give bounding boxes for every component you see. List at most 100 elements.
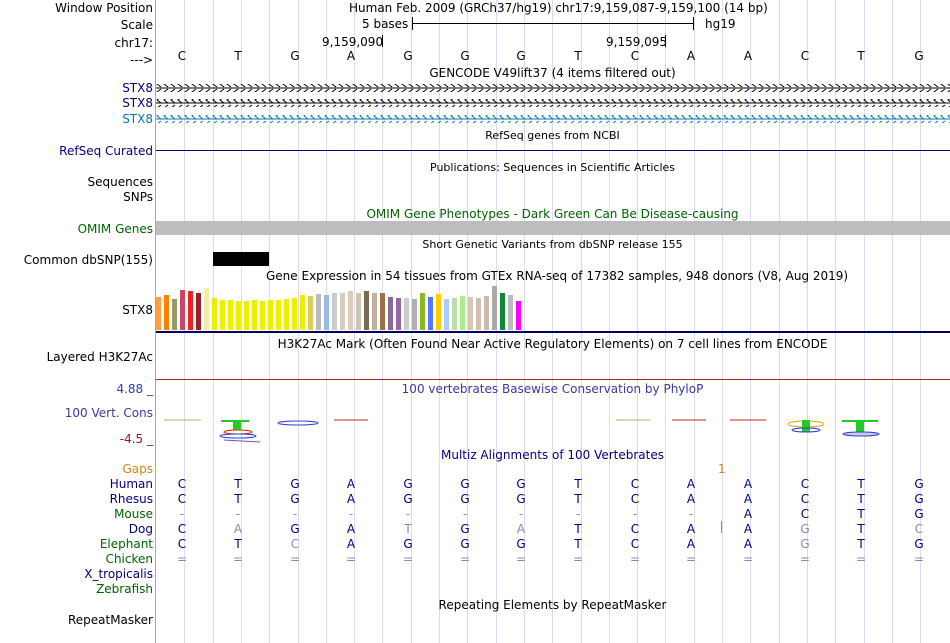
multiz-species-label-human[interactable]: Human xyxy=(109,477,153,491)
gtex-tissue-bar[interactable] xyxy=(476,298,481,330)
phylop-track-label[interactable]: 100 Vert. Cons xyxy=(64,406,153,420)
gtex-tissue-bar[interactable] xyxy=(380,293,385,330)
gtex-track-label[interactable]: STX8 xyxy=(122,303,153,317)
coordinate-right-tick xyxy=(665,35,666,47)
multiz-base: G xyxy=(800,522,810,536)
gtex-tissue-bar[interactable] xyxy=(212,298,217,330)
gtex-tissue-bar[interactable] xyxy=(500,293,505,330)
gtex-tissue-bar[interactable] xyxy=(516,301,521,330)
gencode-track-title: GENCODE V49lift37 (4 items filtered out) xyxy=(429,66,676,80)
gtex-tissue-bar[interactable] xyxy=(180,290,185,330)
gtex-tissue-bar[interactable] xyxy=(460,296,465,330)
gtex-tissue-bar[interactable] xyxy=(340,293,345,330)
gtex-tissue-bar[interactable] xyxy=(196,293,201,330)
gridline xyxy=(694,0,695,643)
strand-arrow-label[interactable]: ---> xyxy=(129,53,153,67)
multiz-base: T xyxy=(857,537,865,551)
multiz-base: A xyxy=(743,492,753,506)
multiz-species-label-dog[interactable]: Dog xyxy=(128,522,153,536)
gtex-tissue-bar[interactable] xyxy=(348,291,353,330)
gtex-tissue-bar[interactable] xyxy=(428,297,433,330)
multiz-base: = xyxy=(515,552,527,566)
multiz-base: T xyxy=(574,522,582,536)
dbsnp-track-title: Short Genetic Variants from dbSNP releas… xyxy=(422,238,683,251)
multiz-species-label-x_tropicalis[interactable]: X_tropicalis xyxy=(84,567,153,581)
gtex-tissue-bar[interactable] xyxy=(372,293,377,330)
reference-base: G xyxy=(290,49,300,63)
gtex-tissue-bar[interactable] xyxy=(156,297,161,330)
multiz-base: = xyxy=(232,552,244,566)
multiz-base: - xyxy=(632,507,638,521)
gtex-tissue-bar[interactable] xyxy=(364,291,369,330)
gtex-tissue-bar[interactable] xyxy=(244,301,249,330)
multiz-gaps-label[interactable]: Gaps xyxy=(122,462,153,476)
multiz-base: G xyxy=(914,537,924,551)
gtex-tissue-bar[interactable] xyxy=(220,300,225,330)
gencode-gene-label-2[interactable]: STX8 xyxy=(122,96,153,110)
publications-snps-label[interactable]: SNPs xyxy=(123,190,153,204)
refseq-track-label[interactable]: RefSeq Curated xyxy=(59,144,153,158)
gtex-tissue-bar[interactable] xyxy=(292,298,297,330)
gtex-tissue-bar[interactable] xyxy=(436,294,441,330)
gtex-tissue-bar[interactable] xyxy=(412,299,417,330)
gtex-tissue-bar[interactable] xyxy=(324,295,329,330)
omim-phenotype-bar[interactable] xyxy=(156,221,950,235)
multiz-species-label-chicken[interactable]: Chicken xyxy=(105,552,153,566)
gtex-tissue-bar[interactable] xyxy=(484,296,489,330)
gridline xyxy=(920,0,921,643)
multiz-base: C xyxy=(177,477,187,491)
gtex-tissue-bar[interactable] xyxy=(260,301,265,330)
gencode-gene-label-3[interactable]: STX8 xyxy=(122,112,153,126)
gtex-tissue-bar[interactable] xyxy=(332,293,337,330)
refseq-gene-line[interactable] xyxy=(156,150,950,151)
chromosome-label: chr17: xyxy=(114,36,153,50)
gtex-tissue-bar[interactable] xyxy=(508,295,513,330)
gtex-tissue-bar[interactable] xyxy=(396,298,401,330)
gencode-gene-lines[interactable] xyxy=(156,80,950,128)
multiz-species-label-rhesus[interactable]: Rhesus xyxy=(109,492,153,506)
reference-base: A xyxy=(686,49,696,63)
gtex-tissue-bar[interactable] xyxy=(388,297,393,330)
gtex-tissue-bar[interactable] xyxy=(188,291,193,330)
gtex-tissue-bar[interactable] xyxy=(468,297,473,330)
h3k27ac-track-label[interactable]: Layered H3K27Ac xyxy=(46,350,153,364)
gencode-gene-label-1[interactable]: STX8 xyxy=(122,81,153,95)
gtex-tissue-bar[interactable] xyxy=(252,300,257,330)
window-position-value[interactable]: Human Feb. 2009 (GRCh37/hg19) chr17:9,15… xyxy=(349,1,768,15)
gtex-tissue-bar[interactable] xyxy=(276,300,281,330)
multiz-species-label-elephant[interactable]: Elephant xyxy=(99,537,153,551)
gtex-tissue-bar[interactable] xyxy=(316,294,321,330)
gtex-tissue-bar[interactable] xyxy=(172,299,177,330)
gtex-tissue-bar[interactable] xyxy=(284,299,289,330)
multiz-base: A xyxy=(686,477,696,491)
multiz-base: G xyxy=(516,492,526,506)
dbsnp-variant-block[interactable] xyxy=(213,252,269,266)
dbsnp-track-label[interactable]: Common dbSNP(155) xyxy=(23,253,153,267)
gtex-tissue-bar[interactable] xyxy=(308,296,313,330)
gtex-tissue-bar[interactable] xyxy=(236,301,241,330)
h3k27ac-signal-line[interactable] xyxy=(156,379,950,380)
repeatmasker-track-label[interactable]: RepeatMasker xyxy=(67,613,153,627)
gtex-tissue-bar[interactable] xyxy=(492,286,497,330)
gtex-tissue-bar[interactable] xyxy=(356,293,361,330)
refseq-track-title: RefSeq genes from NCBI xyxy=(485,129,620,142)
multiz-base: A xyxy=(743,522,753,536)
gtex-tissue-bar[interactable] xyxy=(228,300,233,330)
gtex-tissue-bar[interactable] xyxy=(300,295,305,330)
gtex-tissue-bar[interactable] xyxy=(404,298,409,330)
gtex-tissue-bar[interactable] xyxy=(204,288,209,330)
multiz-base: = xyxy=(289,552,301,566)
gridline xyxy=(807,0,808,643)
publications-sequences-label[interactable]: Sequences xyxy=(87,175,153,189)
multiz-dog-insertion-marker xyxy=(721,521,722,533)
gtex-tissue-bar[interactable] xyxy=(444,299,449,330)
multiz-species-label-mouse[interactable]: Mouse xyxy=(114,507,153,521)
multiz-species-label-zebrafish[interactable]: Zebrafish xyxy=(96,582,153,596)
gtex-tissue-bar[interactable] xyxy=(268,300,273,330)
gtex-tissue-bar[interactable] xyxy=(420,293,425,330)
gtex-tissue-bar[interactable] xyxy=(452,298,457,330)
omim-track-label[interactable]: OMIM Genes xyxy=(77,222,153,236)
phylop-conservation-plot[interactable] xyxy=(156,412,950,446)
gridline xyxy=(552,0,553,643)
gtex-tissue-bar[interactable] xyxy=(164,295,169,330)
